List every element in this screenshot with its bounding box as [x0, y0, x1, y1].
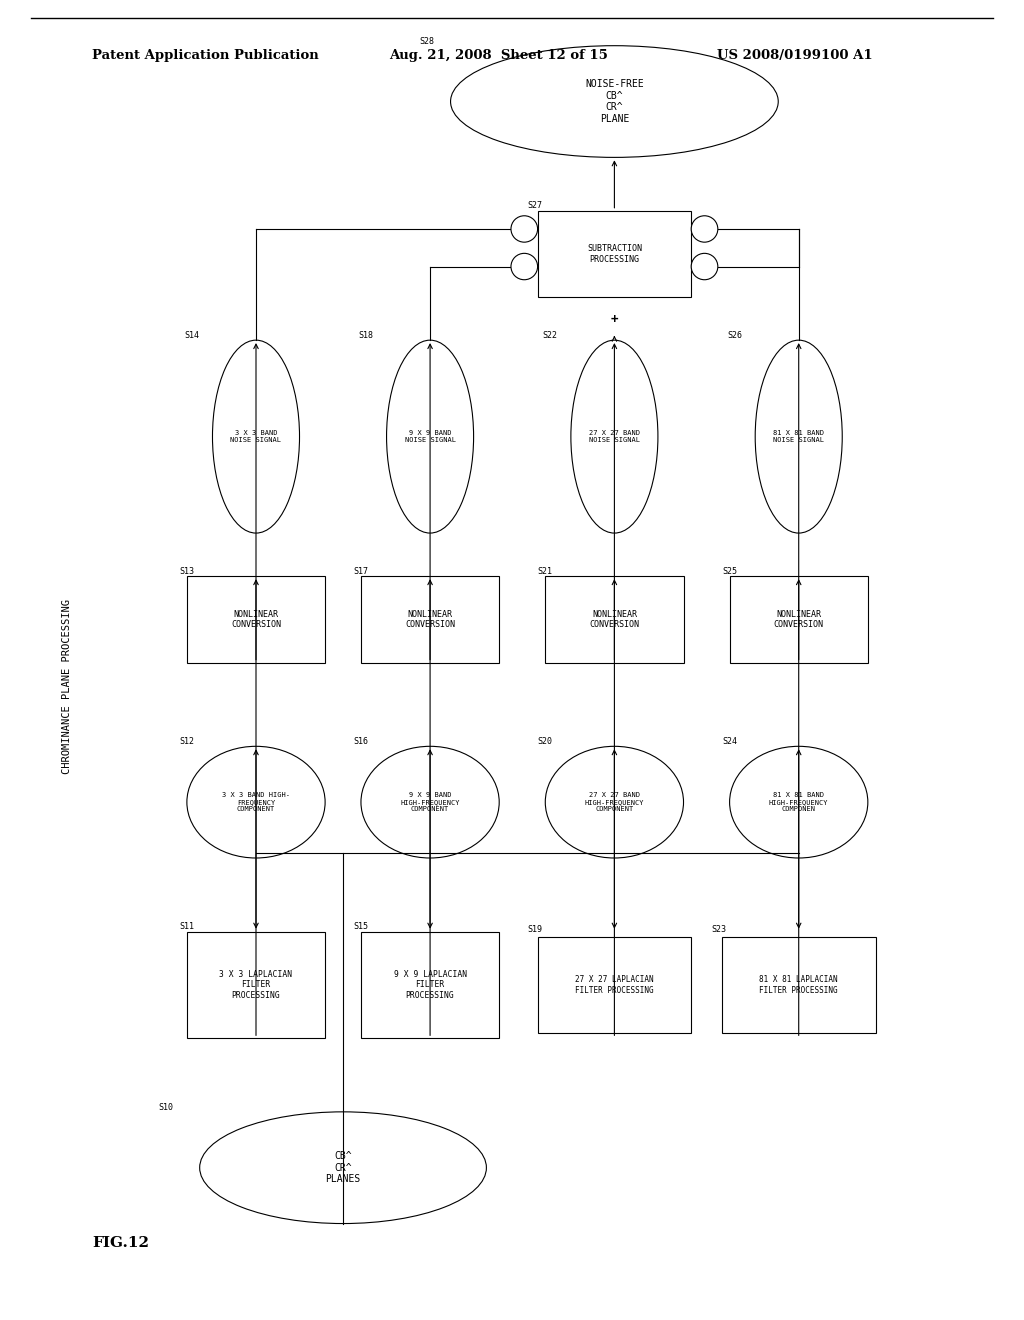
Text: S17: S17: [353, 566, 369, 576]
Ellipse shape: [571, 341, 658, 533]
FancyBboxPatch shape: [546, 577, 684, 663]
Ellipse shape: [361, 746, 500, 858]
Ellipse shape: [200, 1111, 486, 1224]
FancyBboxPatch shape: [722, 937, 876, 1034]
Circle shape: [691, 253, 718, 280]
Text: Aug. 21, 2008  Sheet 12 of 15: Aug. 21, 2008 Sheet 12 of 15: [389, 49, 608, 62]
Text: NONLINEAR
CONVERSION: NONLINEAR CONVERSION: [590, 610, 639, 630]
Text: 3 X 3 LAPLACIAN
FILTER
PROCESSING: 3 X 3 LAPLACIAN FILTER PROCESSING: [219, 970, 293, 999]
FancyBboxPatch shape: [361, 577, 500, 663]
FancyBboxPatch shape: [186, 932, 326, 1039]
Ellipse shape: [213, 341, 299, 533]
Text: S12: S12: [179, 738, 195, 746]
Text: 27 X 27 LAPLACIAN
FILTER PROCESSING: 27 X 27 LAPLACIAN FILTER PROCESSING: [575, 975, 653, 995]
Ellipse shape: [387, 341, 473, 533]
Text: 9 X 9 LAPLACIAN
FILTER
PROCESSING: 9 X 9 LAPLACIAN FILTER PROCESSING: [393, 970, 467, 999]
Text: FIG.12: FIG.12: [92, 1237, 150, 1250]
Text: US 2008/0199100 A1: US 2008/0199100 A1: [717, 49, 872, 62]
Text: CB^
CR^
PLANES: CB^ CR^ PLANES: [326, 1151, 360, 1184]
Text: 27 X 27 BAND
HIGH-FREQUENCY
COMPONENT: 27 X 27 BAND HIGH-FREQUENCY COMPONENT: [585, 792, 644, 812]
Text: S11: S11: [179, 923, 195, 931]
Text: 9 X 9 BAND
HIGH-FREQUENCY
COMPONENT: 9 X 9 BAND HIGH-FREQUENCY COMPONENT: [400, 792, 460, 812]
Text: S21: S21: [538, 566, 553, 576]
FancyBboxPatch shape: [361, 932, 500, 1039]
Text: NONLINEAR
CONVERSION: NONLINEAR CONVERSION: [231, 610, 281, 630]
Text: S27: S27: [527, 201, 543, 210]
Text: NONLINEAR
CONVERSION: NONLINEAR CONVERSION: [406, 610, 455, 630]
Text: 81 X 81 LAPLACIAN
FILTER PROCESSING: 81 X 81 LAPLACIAN FILTER PROCESSING: [760, 975, 838, 995]
Text: SUBTRACTION
PROCESSING: SUBTRACTION PROCESSING: [587, 244, 642, 264]
Text: 81 X 81 BAND
HIGH-FREQUENCY
COMPONEN: 81 X 81 BAND HIGH-FREQUENCY COMPONEN: [769, 792, 828, 812]
FancyBboxPatch shape: [729, 577, 868, 663]
Text: 3 X 3 BAND HIGH-
FREQUENCY
COMPONENT: 3 X 3 BAND HIGH- FREQUENCY COMPONENT: [222, 792, 290, 812]
Text: NONLINEAR
CONVERSION: NONLINEAR CONVERSION: [774, 610, 823, 630]
Text: 81 X 81 BAND
NOISE SIGNAL: 81 X 81 BAND NOISE SIGNAL: [773, 430, 824, 444]
Text: S14: S14: [184, 331, 200, 341]
Text: S18: S18: [358, 331, 374, 341]
Text: S24: S24: [722, 738, 737, 746]
Circle shape: [511, 215, 538, 242]
Ellipse shape: [451, 46, 778, 157]
Circle shape: [691, 215, 718, 242]
FancyBboxPatch shape: [538, 211, 691, 297]
Ellipse shape: [546, 746, 684, 858]
Text: S22: S22: [543, 331, 558, 341]
Text: S23: S23: [712, 925, 727, 935]
Text: CHROMINANCE PLANE PROCESSING: CHROMINANCE PLANE PROCESSING: [61, 599, 72, 774]
Ellipse shape: [186, 746, 326, 858]
Text: Patent Application Publication: Patent Application Publication: [92, 49, 318, 62]
Ellipse shape: [729, 746, 868, 858]
Text: S13: S13: [179, 566, 195, 576]
Text: 9 X 9 BAND
NOISE SIGNAL: 9 X 9 BAND NOISE SIGNAL: [404, 430, 456, 444]
Text: S16: S16: [353, 738, 369, 746]
Text: 3 X 3 BAND
NOISE SIGNAL: 3 X 3 BAND NOISE SIGNAL: [230, 430, 282, 444]
Text: +: +: [610, 313, 618, 326]
Text: S25: S25: [722, 566, 737, 576]
Text: S20: S20: [538, 738, 553, 746]
Text: S26: S26: [727, 331, 742, 341]
Circle shape: [511, 253, 538, 280]
Text: NOISE-FREE
CB^
CR^
PLANE: NOISE-FREE CB^ CR^ PLANE: [585, 79, 644, 124]
Text: S10: S10: [159, 1102, 174, 1111]
FancyBboxPatch shape: [538, 937, 691, 1034]
Text: S19: S19: [527, 925, 543, 935]
Text: S15: S15: [353, 923, 369, 931]
Text: 27 X 27 BAND
NOISE SIGNAL: 27 X 27 BAND NOISE SIGNAL: [589, 430, 640, 444]
Ellipse shape: [756, 341, 842, 533]
Text: S28: S28: [420, 37, 435, 46]
FancyBboxPatch shape: [186, 577, 326, 663]
